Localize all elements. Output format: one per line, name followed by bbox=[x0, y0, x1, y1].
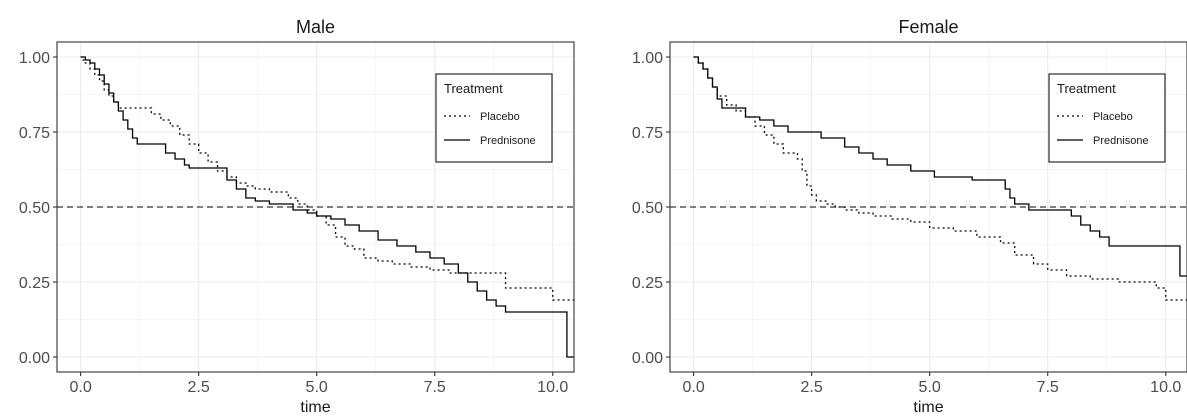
legend-title: Treatment bbox=[444, 81, 503, 96]
x-tick-label: 0.0 bbox=[682, 379, 704, 396]
series-line-prednisone bbox=[693, 56, 1187, 277]
x-axis-title: time bbox=[300, 399, 330, 416]
y-tick-label: 0.75 bbox=[632, 125, 663, 142]
legend: Treatment Placebo Prednisone bbox=[1048, 73, 1166, 163]
series-line-placebo bbox=[80, 56, 574, 301]
panel-0: 0.0 2.5 5.0 7.5 10.0 0.00 0.25 0.50 0.75 1.00 Male… bbox=[19, 17, 575, 416]
legend: Treatment Placebo Prednisone bbox=[435, 73, 553, 163]
legend-label-placebo: Placebo bbox=[480, 111, 520, 123]
x-axis-title: time bbox=[913, 399, 943, 416]
y-tick-label: 0.75 bbox=[19, 125, 50, 142]
x-tick-label: 2.5 bbox=[801, 379, 823, 396]
x-tick-label: 7.5 bbox=[424, 379, 446, 396]
y-tick-label: 0.00 bbox=[632, 350, 663, 367]
series-line-prednisone bbox=[80, 56, 574, 358]
series-line-placebo bbox=[693, 56, 1187, 301]
legend-label-placebo: Placebo bbox=[1093, 111, 1133, 123]
x-tick-label: 0.0 bbox=[69, 379, 91, 396]
legend-box bbox=[435, 73, 553, 163]
x-tick-label: 5.0 bbox=[306, 379, 328, 396]
x-tick-label: 7.5 bbox=[1037, 379, 1059, 396]
panel-title: Female bbox=[898, 17, 958, 37]
legend-title: Treatment bbox=[1057, 81, 1116, 96]
y-tick-label: 0.00 bbox=[19, 350, 50, 367]
legend-label-prednisone: Prednisone bbox=[1093, 135, 1149, 147]
y-tick-label: 0.25 bbox=[632, 275, 663, 292]
x-tick-label: 5.0 bbox=[919, 379, 941, 396]
y-tick-label: 0.25 bbox=[19, 275, 50, 292]
y-tick-label: 1.00 bbox=[19, 50, 50, 67]
x-tick-label: 2.5 bbox=[188, 379, 210, 396]
x-tick-label: 10.0 bbox=[537, 379, 568, 396]
y-tick-label: 0.50 bbox=[19, 200, 50, 217]
y-tick-label: 0.50 bbox=[632, 200, 663, 217]
panel-title: Male bbox=[296, 17, 335, 37]
legend-label-prednisone: Prednisone bbox=[480, 135, 536, 147]
panel-1: 0.0 2.5 5.0 7.5 10.0 0.00 0.25 0.50 0.75 1.00 Fema… bbox=[632, 17, 1187, 416]
y-tick-label: 1.00 bbox=[632, 50, 663, 67]
x-tick-label: 10.0 bbox=[1150, 379, 1181, 396]
legend-box bbox=[1048, 73, 1166, 163]
